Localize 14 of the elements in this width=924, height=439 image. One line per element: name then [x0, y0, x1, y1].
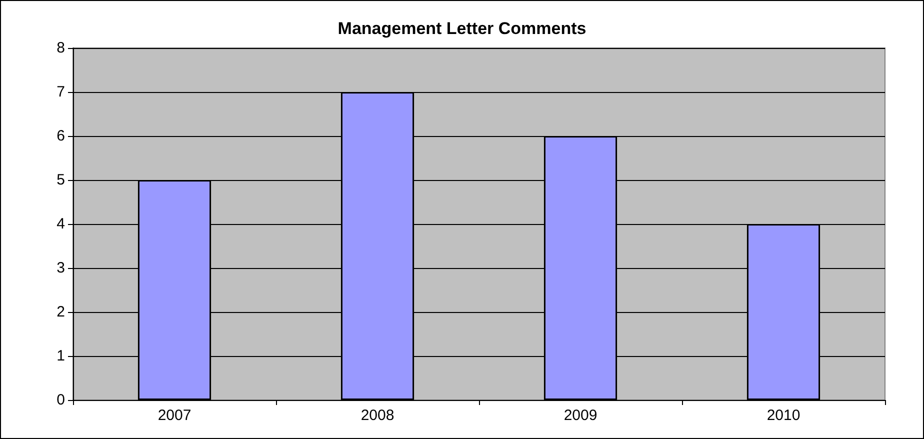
x-tick-label: 2007 [158, 407, 192, 424]
x-tick-label: 2009 [564, 407, 598, 424]
chart-title: Management Letter Comments [338, 19, 586, 38]
x-tick-label: 2010 [766, 407, 800, 424]
y-tick-label: 4 [56, 216, 65, 232]
y-tick-label: 3 [56, 260, 65, 276]
y-tick-label: 8 [56, 40, 65, 56]
y-tick-label: 6 [56, 128, 65, 144]
y-tick-label: 7 [56, 84, 65, 100]
x-tick-label: 2008 [360, 407, 394, 424]
y-tick-label: 0 [56, 392, 65, 408]
y-tick-label: 5 [56, 172, 65, 188]
y-tick-label: 2 [56, 304, 65, 320]
y-tick-label: 1 [56, 348, 65, 364]
